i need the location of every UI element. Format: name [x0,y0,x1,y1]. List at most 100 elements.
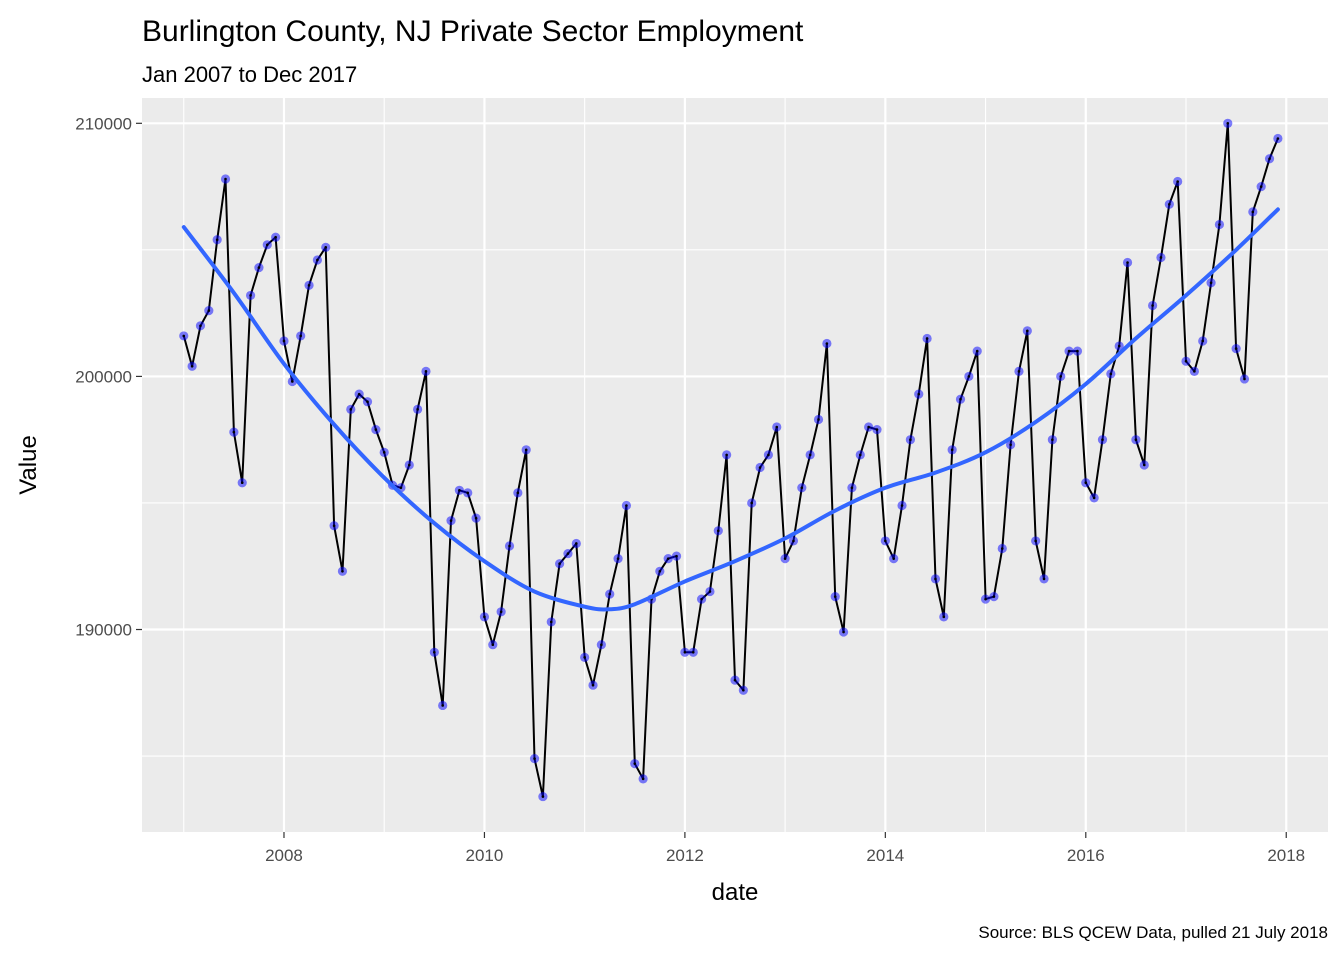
data-point-center [892,557,895,560]
data-point-center [491,643,495,647]
plot-panel [142,98,1328,832]
data-point-center [433,650,436,654]
data-point-center [1026,329,1029,333]
data-point-center [307,283,311,287]
data-point-center [833,595,837,598]
data-point-center [466,491,470,495]
data-point-center [925,337,929,340]
data-point-center [1243,377,1246,381]
data-point-center [817,418,820,421]
data-point-center [516,491,520,495]
data-point-center [1009,443,1012,447]
data-point-center [641,777,645,781]
data-point-center [558,562,561,566]
data-point-center [332,524,336,528]
x-axis: 2008 2010 2012 2014 2016 2018 [265,832,1305,865]
x-tick-label: 2014 [866,846,904,865]
data-point-center [407,463,411,467]
data-point-center [683,650,687,654]
x-tick-label: 2012 [666,846,704,865]
data-point-center [1209,281,1213,285]
data-point-center [975,349,979,353]
data-point-center [324,246,328,249]
data-point-center [917,392,921,396]
data-point-center [1084,481,1088,485]
data-point-center [424,370,428,373]
data-point-center [1234,347,1238,350]
data-point-center [199,324,202,328]
data-point-center [750,501,754,505]
data-point-center [1226,122,1230,125]
data-point-center [224,177,227,181]
data-point-center [984,597,987,601]
data-point-center [190,364,194,368]
data-point-center [658,570,662,573]
data-point-center [909,438,912,441]
data-point-center [441,704,444,707]
x-tick-label: 2008 [265,846,303,865]
data-point-center [666,557,670,560]
data-point-center [875,428,879,431]
data-point-center [1168,203,1171,206]
data-point-center [357,392,361,396]
data-point-center [942,615,946,619]
data-point-center [716,529,720,533]
data-point-center [1042,577,1046,581]
data-point-center [1051,438,1054,441]
data-point-center [1117,344,1121,348]
chart-subtitle: Jan 2007 to Dec 2017 [142,62,357,87]
data-point-center [207,309,211,312]
data-point-center [775,425,779,429]
data-point-center [349,408,353,411]
data-point-center [733,678,737,682]
data-point-center [1218,223,1221,226]
data-point-center [533,757,536,760]
y-axis-title: Value [15,435,42,495]
data-point-center [1268,157,1271,161]
data-point-center [1000,547,1004,550]
data-point-center [992,595,996,598]
data-point-center [884,539,887,543]
x-tick-label: 2010 [466,846,504,865]
data-point-center [249,294,252,297]
data-point-center [608,592,612,596]
data-point-center [1101,438,1104,441]
data-point-center [758,466,762,469]
data-point-center [1259,185,1263,188]
y-tick-label: 200000 [75,367,132,386]
data-point-center [449,519,453,522]
data-point-center [767,453,770,457]
data-point-center [575,542,578,545]
data-point-center [600,643,603,647]
data-point-center [1251,210,1255,214]
data-point-center [416,408,419,411]
data-point-center [1017,370,1021,373]
data-point-center [1126,261,1129,264]
data-point-center [1276,137,1280,140]
data-point-center [616,557,620,560]
data-point-center [274,235,277,239]
y-axis: 190000 200000 210000 [75,114,142,640]
data-point-center [850,486,854,490]
data-point-center [1067,349,1071,353]
data-point-center [499,610,503,614]
data-point-center [524,448,528,452]
data-point-center [625,504,628,507]
data-point-center [1142,463,1146,467]
data-point-center [1159,256,1163,259]
data-point-center [1059,375,1063,378]
data-point-center [967,375,971,378]
data-point-center [316,258,319,262]
data-point-center [792,539,795,543]
data-point-center [549,620,553,624]
data-point-center [842,630,845,634]
data-point-center [566,552,570,555]
data-point-center [1092,496,1096,500]
data-point-center [808,453,812,457]
data-point-center [541,795,545,798]
data-point-center [858,453,862,457]
data-point-center [483,615,486,619]
data-point-center [1201,339,1205,343]
grid-major [142,98,1328,832]
